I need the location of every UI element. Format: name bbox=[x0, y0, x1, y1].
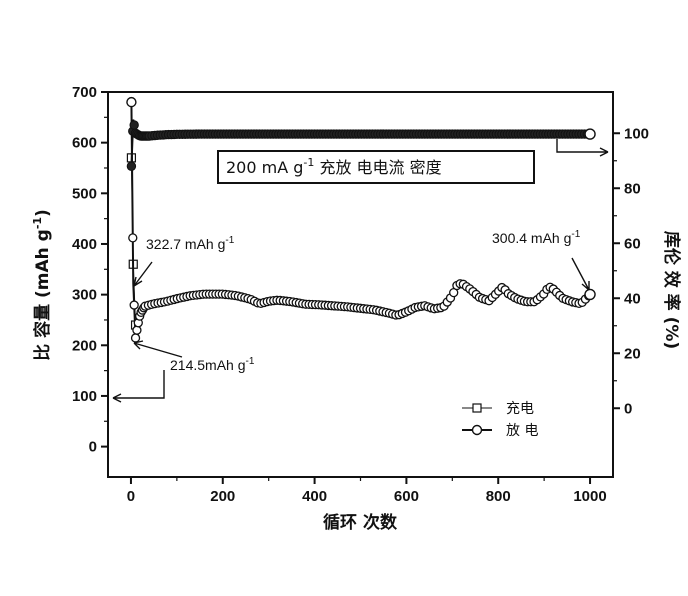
y-right-tick-label: 40 bbox=[624, 290, 641, 307]
y-right-tick-label: 60 bbox=[624, 235, 641, 252]
current-density-box: 200 mA g-1 充放 电电流 密度 bbox=[217, 150, 535, 184]
axes-layer bbox=[107, 91, 614, 478]
annotation-start-min-arrow bbox=[133, 340, 183, 358]
annotations: 322.7 mAh g-1 214.5mAh g-1 300.4 mAh g-1 bbox=[133, 229, 590, 373]
y-left-tick-label: 600 bbox=[72, 135, 97, 152]
y-left-tick-label: 0 bbox=[89, 439, 97, 456]
discharge-point bbox=[130, 333, 141, 343]
x-tick-label: 0 bbox=[127, 488, 135, 505]
y-right-tick-label: 0 bbox=[624, 400, 632, 417]
annotation-start-charge: 322.7 mAh g-1 bbox=[146, 235, 235, 252]
y-right-tick-label: 100 bbox=[624, 125, 649, 142]
legend-marker-charge bbox=[472, 403, 482, 413]
y-right-tick-label: 80 bbox=[624, 180, 641, 197]
discharge-point bbox=[129, 300, 139, 310]
y-left-tick-label: 100 bbox=[72, 388, 97, 405]
discharge-point bbox=[126, 96, 137, 108]
y-left-tick-label: 400 bbox=[72, 236, 97, 253]
y-left-tick-label: 700 bbox=[72, 84, 97, 101]
x-tick-label: 1000 bbox=[573, 488, 606, 505]
legend: 充电 放 电 bbox=[462, 401, 538, 439]
y-axis-right-title: 库伦 效 率 (%) bbox=[661, 231, 682, 349]
x-tick-label: 400 bbox=[302, 488, 327, 505]
y-left-tick-label: 300 bbox=[72, 287, 97, 304]
y-left-tick-label: 200 bbox=[72, 337, 97, 354]
ticks-layer: 0 200 400 600 800 1000 0 100 200 300 400 500 600 700 0… bbox=[72, 84, 649, 505]
y-left-tick-label: 500 bbox=[72, 185, 97, 202]
annotation-end-value: 300.4 mAh g-1 bbox=[492, 229, 581, 246]
y-right-tick-label: 20 bbox=[624, 345, 641, 362]
left-axis-pointer bbox=[112, 370, 165, 403]
annotation-start-charge-arrow bbox=[133, 261, 153, 287]
x-tick-label: 600 bbox=[394, 488, 419, 505]
series-layer bbox=[126, 96, 596, 343]
discharge-point bbox=[584, 288, 596, 301]
efficiency-point bbox=[129, 120, 139, 130]
legend-label-charge: 充电 bbox=[506, 401, 534, 417]
x-tick-label: 800 bbox=[486, 488, 511, 505]
axis-pointer-arrows bbox=[112, 139, 609, 403]
x-axis-title: 循环 次数 bbox=[323, 512, 398, 533]
discharge-point bbox=[128, 233, 138, 243]
legend-marker-discharge bbox=[471, 424, 483, 436]
current-density-box-frame bbox=[217, 150, 535, 184]
discharge-point bbox=[132, 325, 142, 335]
x-tick-label: 200 bbox=[210, 488, 235, 505]
efficiency-point bbox=[584, 128, 596, 140]
legend-label-discharge: 放 电 bbox=[506, 423, 538, 439]
annotation-end-value-arrow bbox=[571, 257, 590, 291]
annotation-start-min: 214.5mAh g-1 bbox=[170, 356, 255, 373]
y-axis-left-title: 比 容量 (mAh g-1) bbox=[31, 209, 53, 361]
current-density-label: 200 mA g-1 充放 电电流 密度 bbox=[226, 156, 442, 177]
right-axis-pointer bbox=[556, 139, 609, 157]
plot-frame bbox=[107, 91, 614, 478]
efficiency-point bbox=[126, 161, 137, 171]
